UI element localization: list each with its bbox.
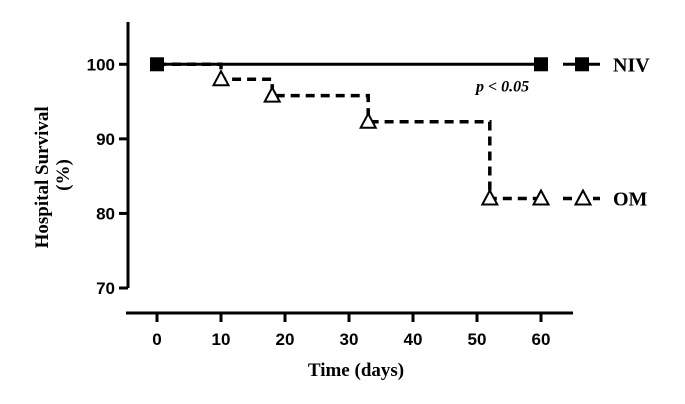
significance-annotation: p < 0.05 — [474, 79, 529, 96]
y-axis-title-line1: Hospital Survival — [32, 106, 53, 248]
legend-item-om: OM — [563, 188, 648, 211]
series-layer: p < 0.05 — [150, 57, 551, 206]
y-axis-title: Hospital Survival (%) — [32, 102, 74, 249]
x-tick-label: 30 — [340, 330, 359, 349]
y-axis-title-line2: (%) — [53, 159, 74, 191]
om-line — [157, 62, 541, 201]
y-tick-label: 90 — [96, 130, 115, 149]
niv-marker — [534, 57, 548, 72]
y-tick-label: 100 — [87, 55, 115, 74]
x-tick-label: 60 — [532, 330, 551, 349]
legend-label: NIV — [613, 54, 650, 76]
x-axis-title: Time (days) — [308, 360, 404, 381]
legend-marker — [575, 57, 589, 72]
om-marker — [211, 69, 231, 87]
axes: 70 80 90 100 0 10 20 30 40 50 60 — [87, 22, 573, 349]
om-marker — [263, 85, 282, 103]
legend-item-niv: NIV — [563, 54, 650, 76]
legend-marker — [573, 188, 593, 206]
x-tick-label: 20 — [276, 330, 295, 349]
om-marker — [480, 188, 499, 206]
series-om — [157, 62, 551, 206]
y-tick-label: 70 — [96, 279, 115, 298]
x-tick-label: 0 — [152, 330, 161, 349]
legend: NIV OM — [563, 54, 650, 211]
om-marker — [359, 111, 378, 129]
om-marker — [531, 188, 551, 206]
y-tick-label: 80 — [96, 204, 115, 223]
x-tick-label: 50 — [468, 330, 487, 349]
x-tick-label: 40 — [404, 330, 423, 349]
legend-label: OM — [613, 189, 648, 211]
x-tick-label: 10 — [212, 330, 231, 349]
